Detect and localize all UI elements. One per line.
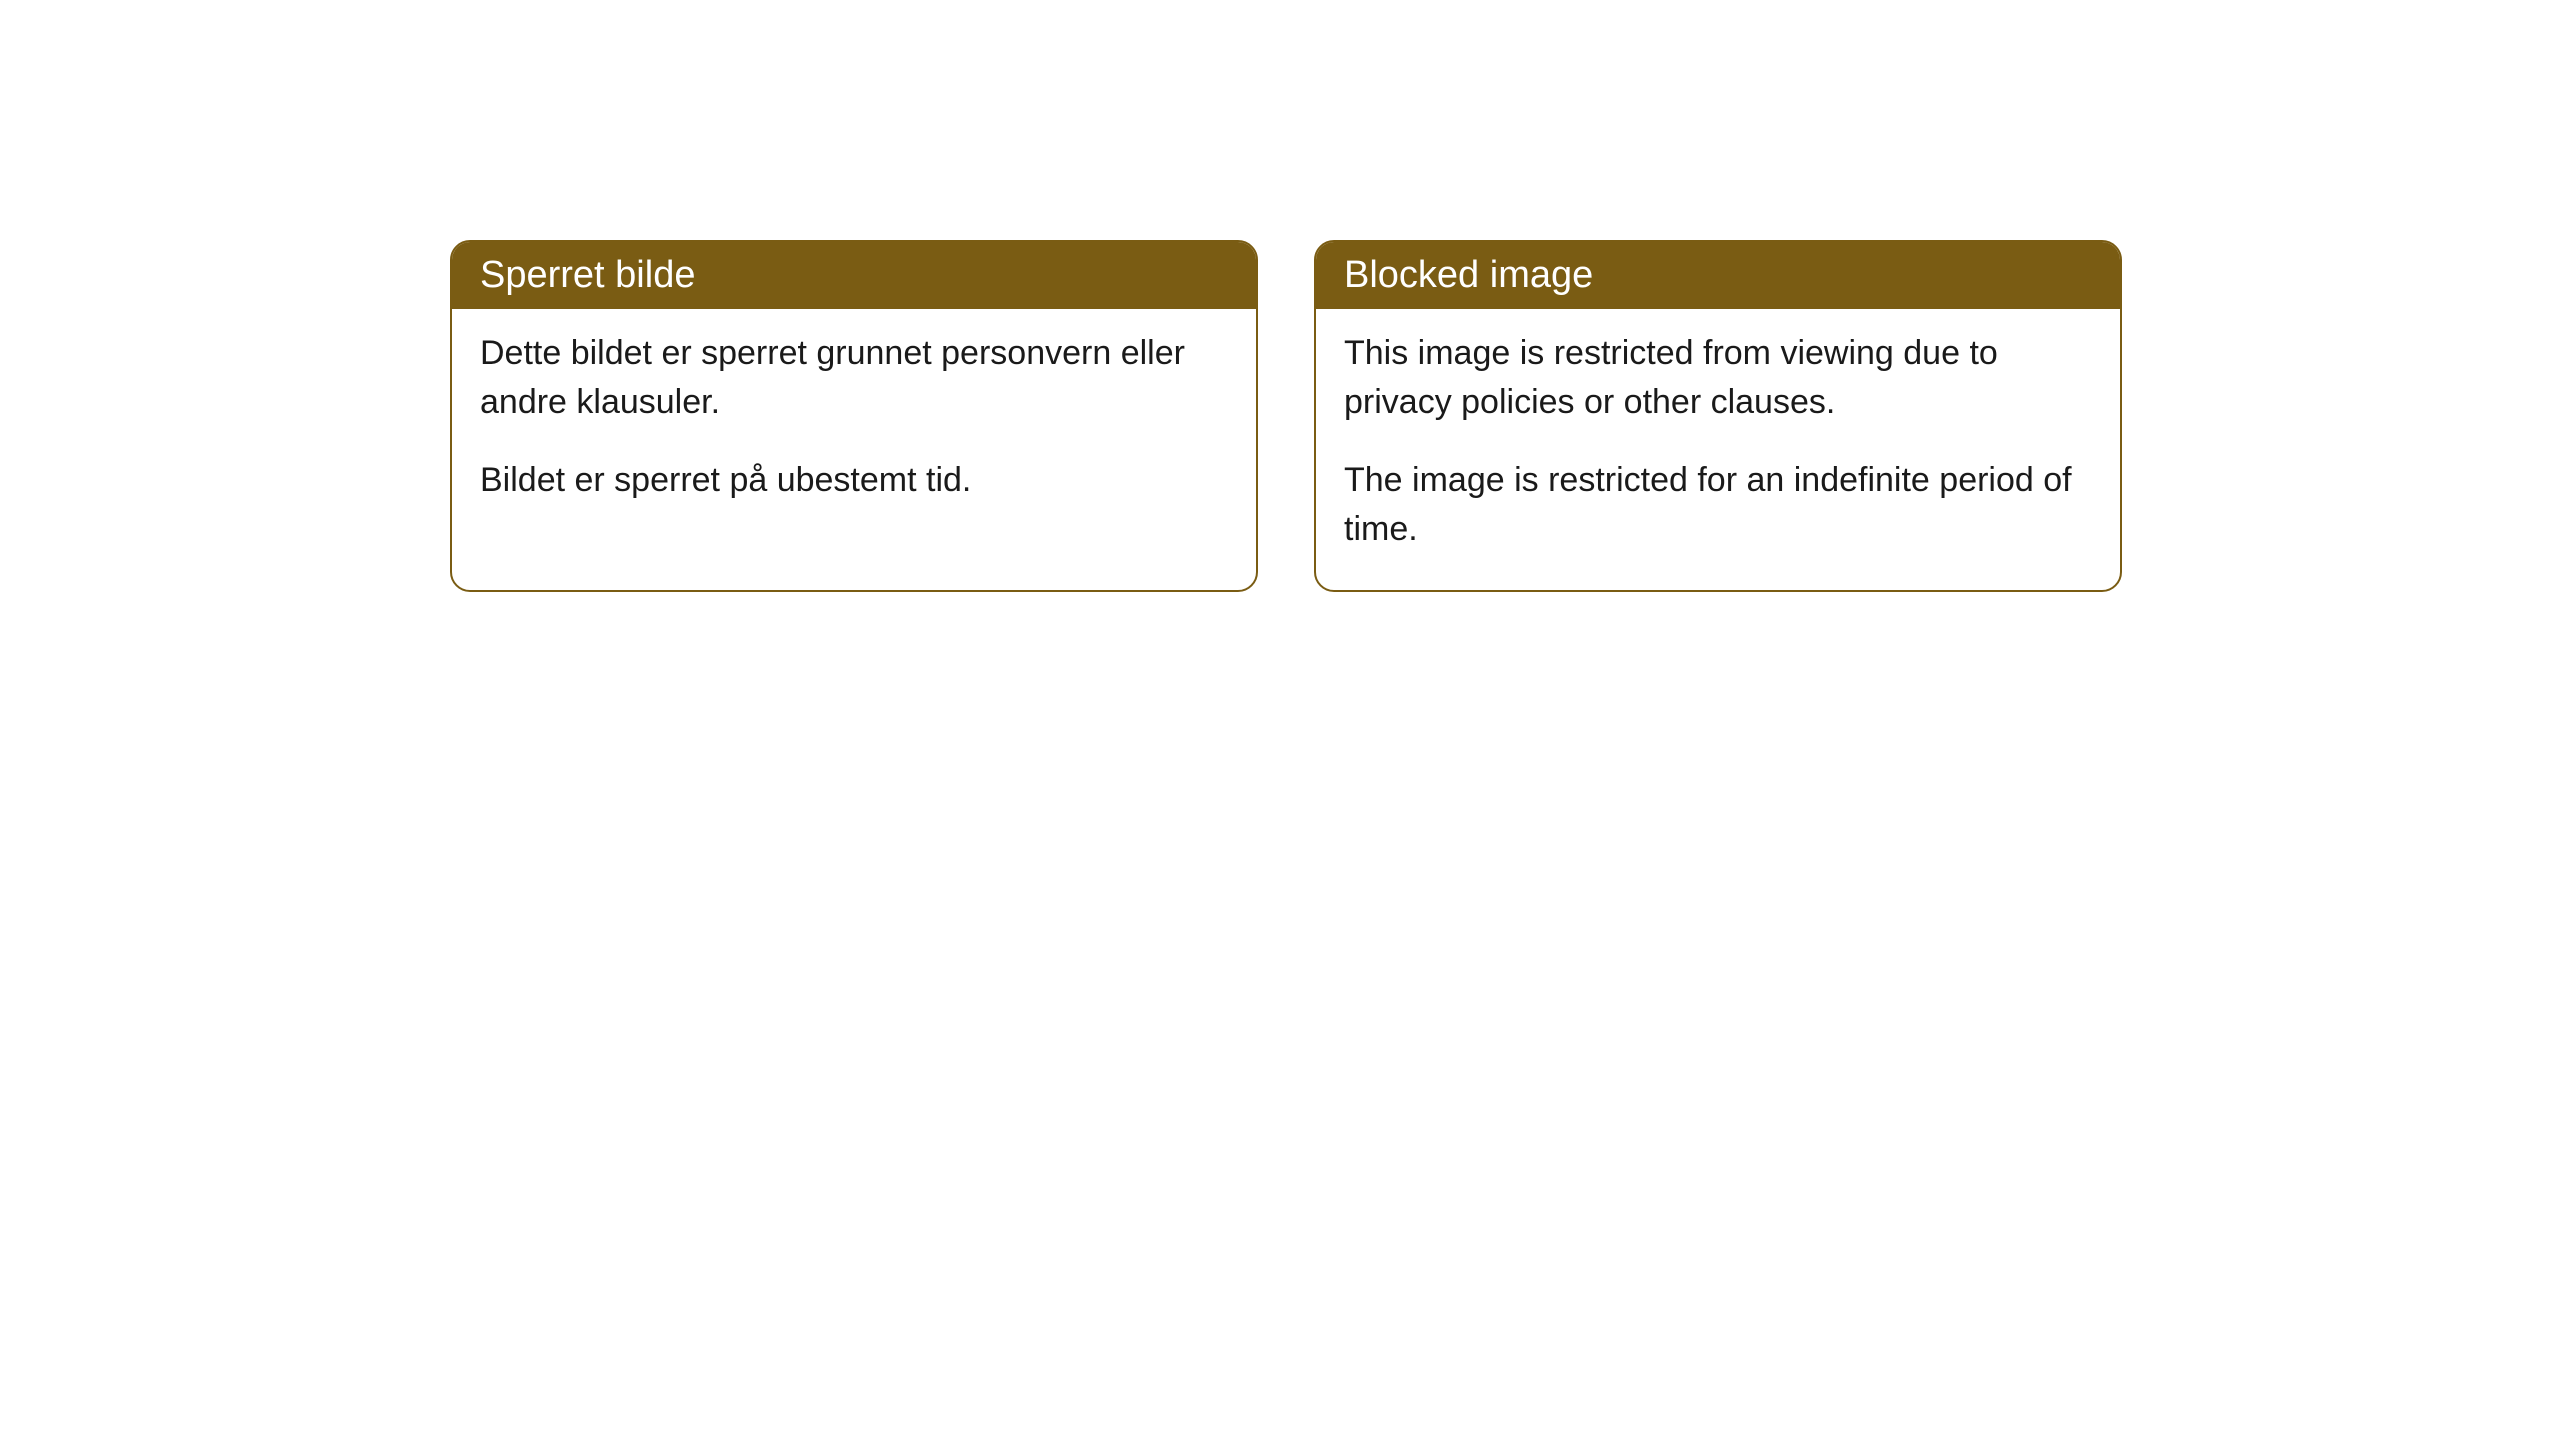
blocked-image-card-norwegian: Sperret bilde Dette bildet er sperret gr…: [450, 240, 1258, 592]
cards-container: Sperret bilde Dette bildet er sperret gr…: [450, 240, 2122, 592]
card-paragraph: Dette bildet er sperret grunnet personve…: [480, 329, 1228, 428]
card-paragraph: Bildet er sperret på ubestemt tid.: [480, 456, 1228, 505]
blocked-image-card-english: Blocked image This image is restricted f…: [1314, 240, 2122, 592]
card-body: This image is restricted from viewing du…: [1316, 309, 2120, 590]
card-paragraph: The image is restricted for an indefinit…: [1344, 456, 2092, 555]
card-paragraph: This image is restricted from viewing du…: [1344, 329, 2092, 428]
card-title: Blocked image: [1316, 242, 2120, 309]
card-body: Dette bildet er sperret grunnet personve…: [452, 309, 1256, 541]
card-title: Sperret bilde: [452, 242, 1256, 309]
